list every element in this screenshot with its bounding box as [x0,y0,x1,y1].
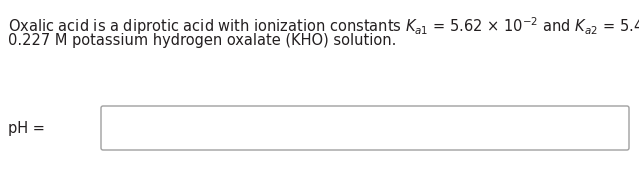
Text: 0.227 M potassium hydrogen oxalate (KHO) solution.: 0.227 M potassium hydrogen oxalate (KHO)… [8,33,396,48]
Text: pH =: pH = [8,121,45,136]
Text: Oxalic acid is a diprotic acid with ionization constants $K_{a1}$ = 5.62 × 10$^{: Oxalic acid is a diprotic acid with ioni… [8,15,639,37]
FancyBboxPatch shape [101,106,629,150]
